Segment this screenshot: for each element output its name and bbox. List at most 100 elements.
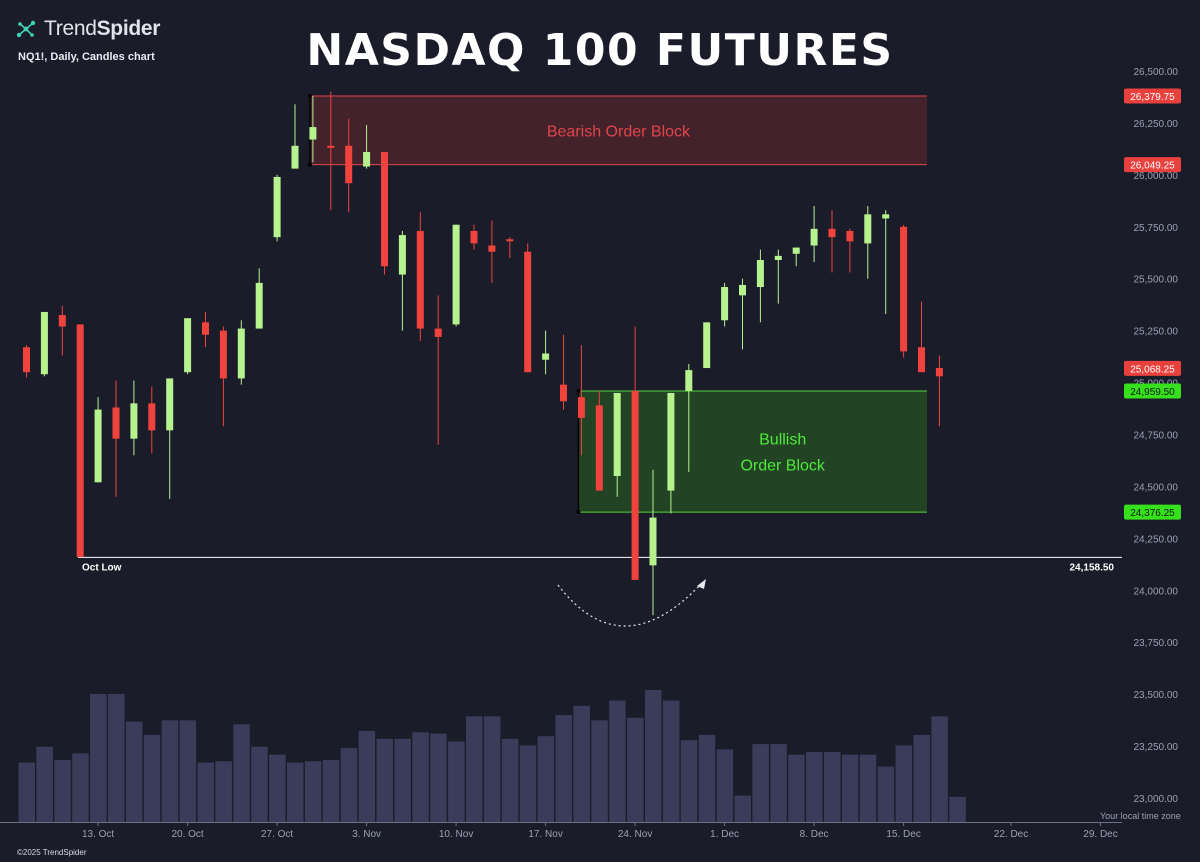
price-badge [1124, 504, 1181, 520]
volume-bar [143, 734, 161, 822]
bearish-candle [23, 347, 30, 373]
price-badge-label: 25,068.25 [1130, 364, 1175, 375]
volume-bar [716, 749, 734, 822]
volume-bar [573, 705, 590, 822]
bullish-zone-anchor-bottom [576, 510, 581, 515]
bearish-candle [58, 315, 66, 327]
volume-bar [752, 744, 769, 822]
volume-bar [824, 752, 841, 822]
bearish-candle [345, 145, 353, 184]
y-axis-tick-label: 25,500.00 [1134, 275, 1179, 286]
volume-bar [913, 734, 930, 822]
volume-bar [358, 730, 376, 822]
trendspider-logo-icon [16, 20, 36, 38]
bearish-zone-label: Bearish Order Block [547, 123, 691, 140]
bullish-candle [810, 228, 818, 246]
bullish-candle [130, 403, 138, 439]
y-axis-tick-label: 26,250.00 [1134, 119, 1179, 130]
bearish-candle [148, 403, 156, 431]
volume-bar [179, 720, 197, 822]
chart-title: NASDAQ 100 FUTURES [306, 25, 894, 76]
volume-bar [72, 753, 89, 822]
bearish-candle [416, 230, 424, 329]
y-axis-tick-label: 24,500.00 [1134, 482, 1179, 493]
oct-low-label: Oct Low [82, 562, 122, 573]
x-axis-tick-label: 24. Nov [618, 829, 652, 840]
x-axis-tick-label: 29. Dec [1083, 829, 1117, 840]
reversal-arrow-head [697, 579, 706, 589]
volume-bar [251, 746, 268, 822]
volume-bar [466, 716, 483, 822]
bullish-zone-label: Order Block [740, 458, 825, 475]
volume-bar [340, 748, 358, 822]
brand-suffix: Spider [96, 17, 161, 40]
bullish-zone-anchor-top [576, 388, 581, 393]
volume-bar [483, 716, 501, 822]
bearish-candle [76, 324, 84, 558]
bullish-candle [166, 378, 174, 431]
volume-bar [394, 738, 411, 822]
bullish-candle [613, 392, 621, 477]
bullish-candle [792, 247, 800, 254]
price-badge [1124, 88, 1181, 104]
oct-low-value: 24,158.50 [1070, 562, 1115, 573]
timezone-note[interactable]: Your local time zone [1100, 811, 1181, 821]
volume-bar [555, 715, 572, 822]
price-badge [1124, 157, 1181, 173]
x-axis-tick-label: 13. Oct [82, 829, 114, 840]
bearish-candle [434, 328, 442, 337]
bullish-candle [273, 176, 281, 238]
price-badge-label: 24,959.50 [1130, 387, 1175, 398]
bearish-candle [219, 330, 227, 379]
bullish-zone-label: Bullish [759, 432, 806, 449]
bullish-candle [774, 255, 782, 261]
volume-bar [806, 752, 823, 822]
volume-bar [931, 716, 948, 822]
brand-name: TrendSpider [44, 17, 160, 41]
volume-bar [627, 717, 644, 822]
price-badge-label: 24,376.25 [1130, 508, 1175, 519]
bullish-candle [882, 214, 890, 219]
copyright-text: ©2025 TrendSpider [17, 848, 87, 857]
y-axis-tick-label: 23,500.00 [1134, 690, 1179, 701]
volume-bar [430, 733, 447, 822]
bearish-order-block-zone [309, 95, 927, 165]
x-axis-tick-label: 3. Nov [352, 829, 381, 840]
bullish-candle [363, 152, 371, 167]
x-axis-tick-label: 1. Dec [710, 829, 739, 840]
volume-bar [662, 700, 680, 822]
volume-bar [895, 745, 913, 822]
y-axis-tick-label: 25,750.00 [1134, 223, 1179, 234]
volume-bar [233, 724, 250, 822]
volume-bar [841, 754, 859, 822]
x-axis-tick-label: 17. Nov [528, 829, 562, 840]
y-axis-tick-label: 23,250.00 [1134, 742, 1179, 753]
volume-bar [161, 720, 179, 822]
x-axis-tick-label: 22. Dec [994, 829, 1028, 840]
volume-bar [645, 690, 662, 822]
bearish-zone-anchor-top [307, 93, 312, 98]
bearish-candle [631, 390, 639, 580]
price-badge [1124, 383, 1181, 399]
volume-bar [448, 741, 465, 822]
bullish-candle [398, 235, 406, 275]
bearish-candle [381, 152, 388, 267]
volume-bar [322, 759, 340, 822]
bearish-candle [935, 368, 943, 377]
volume-bar [304, 761, 322, 822]
volume-bar [412, 732, 429, 822]
chart-subtitle: NQ1!, Daily, Candles chart [18, 51, 155, 63]
volume-bar [519, 745, 537, 822]
bearish-candle [112, 407, 120, 439]
price-badge [1124, 360, 1181, 376]
price-badge-label: 26,379.75 [1130, 92, 1175, 103]
volume-bar [125, 721, 143, 822]
bullish-candle [721, 287, 729, 321]
bullish-candle [309, 127, 317, 140]
bullish-candle [237, 328, 245, 379]
bullish-candle [184, 318, 192, 373]
x-axis-tick-label: 10. Nov [439, 829, 473, 840]
bullish-candle [685, 370, 693, 391]
reversal-arrow-path [557, 582, 703, 627]
